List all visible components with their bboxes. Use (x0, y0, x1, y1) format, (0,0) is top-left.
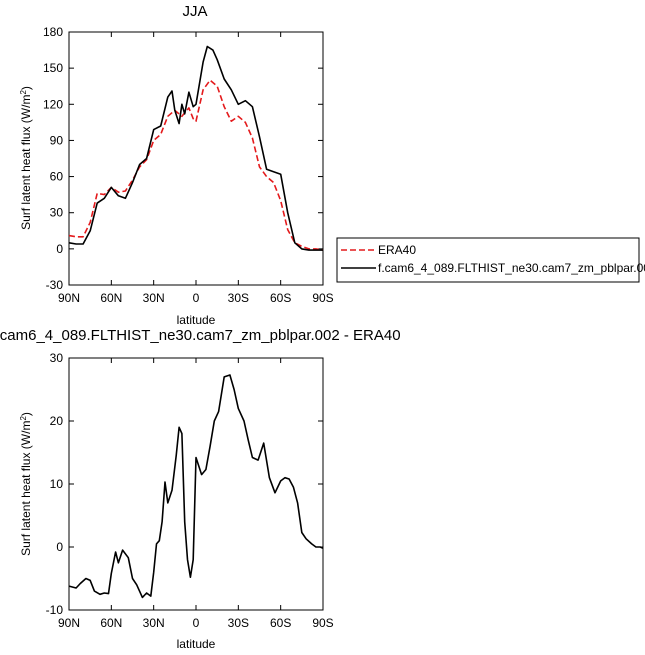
bottom-x-tick-label: 30S (228, 616, 249, 630)
bottom-y-tick-label: 0 (56, 540, 63, 554)
bottom-y-axis-label-sup: 2 (19, 416, 28, 421)
top-y-tick-label: 180 (43, 25, 63, 39)
top-x-tick-label: 60S (270, 291, 291, 305)
bottom-panel: f.cam6_4_089.FLTHIST_ne30.cam7_zm_pblpar… (0, 327, 401, 651)
bottom-y-tick-label: 30 (50, 351, 64, 365)
bottom-x-tick-label: 90S (312, 616, 333, 630)
top-y-axis-label: Surf latent heat flux (W/m2) (19, 86, 34, 230)
top-axis-ticks: 90N 60N 30N 0 30S 60S 90S -30 0 30 60 90 120 150 180 (43, 25, 334, 305)
bottom-x-axis-label: latitude (177, 637, 216, 651)
bottom-x-tick-label: 90N (58, 616, 80, 630)
legend-box (336, 237, 640, 283)
top-x-tick-label: 90N (58, 291, 80, 305)
top-x-tick-label: 90S (312, 291, 333, 305)
top-x-tick-label: 0 (193, 291, 200, 305)
bottom-axis-ticks: 90N 60N 30N 0 30S 60S 90S -10 0 10 20 30 (46, 351, 334, 630)
bottom-y-axis-label: Surf latent heat flux (W/m2) (19, 412, 34, 556)
bottom-chart-title: f.cam6_4_089.FLTHIST_ne30.cam7_zm_pblpar… (0, 327, 401, 344)
top-x-tick-label: 30S (228, 291, 249, 305)
top-plot-frame (68, 31, 324, 286)
bottom-y-tick-label: 20 (50, 414, 64, 428)
top-x-axis-label: latitude (177, 313, 216, 327)
bottom-y-axis-label-tail: ) (19, 412, 33, 416)
top-y-tick-label: 90 (50, 133, 64, 147)
top-y-tick-label: 120 (43, 97, 63, 111)
top-y-tick-label: 30 (50, 206, 64, 220)
top-y-tick-label: -30 (46, 278, 64, 292)
legend-label-model: f.cam6_4_089.FLTHIST_ne30.cam7_zm_pblpar… (378, 261, 645, 275)
top-y-axis-label-main: Surf latent heat flux (W/m (19, 95, 33, 230)
top-series-line-1 (68, 45, 323, 251)
bottom-y-axis-label-main: Surf latent heat flux (W/m (19, 421, 33, 556)
bottom-y-tick-label: -10 (46, 603, 64, 617)
legend-label-era40: ERA40 (378, 243, 416, 257)
top-chart-title: JJA (182, 3, 207, 20)
bottom-x-tick-label: 60N (100, 616, 122, 630)
top-y-tick-label: 150 (43, 61, 63, 75)
top-y-axis-label-tail: ) (19, 86, 33, 90)
bottom-series-lines (68, 374, 324, 599)
top-y-axis-label-sup: 2 (19, 90, 28, 95)
bottom-x-tick-label: 60S (270, 616, 291, 630)
bottom-x-tick-label: 30N (143, 616, 165, 630)
top-y-tick-label: 0 (56, 242, 63, 256)
bottom-x-tick-label: 0 (193, 616, 200, 630)
legend: ERA40 f.cam6_4_089.FLTHIST_ne30.cam7_zm_… (336, 237, 645, 283)
bottom-series-line-0 (68, 374, 324, 599)
top-series-lines (68, 45, 324, 251)
top-y-tick-label: 60 (50, 170, 64, 184)
bottom-y-tick-label: 10 (50, 477, 64, 491)
top-panel: JJA 90N 60N 30N 0 30S 60S 90S -30 0 30 60 90 120 150 1… (19, 3, 334, 327)
top-x-tick-label: 60N (100, 291, 122, 305)
top-x-tick-label: 30N (143, 291, 165, 305)
top-series-line-0 (68, 79, 324, 251)
